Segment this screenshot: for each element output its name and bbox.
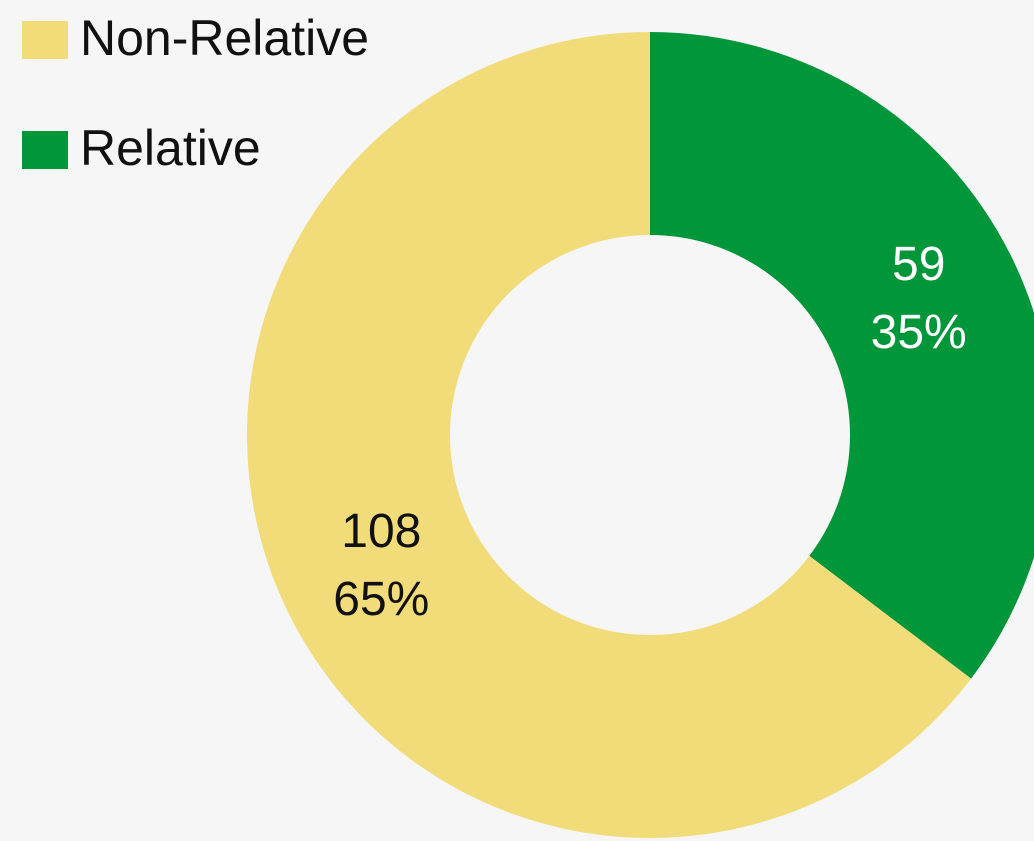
percent-label: 65%	[333, 573, 429, 626]
donut-segment	[246, 32, 972, 838]
value-label: 108	[341, 505, 421, 558]
percent-label: 35%	[871, 306, 967, 359]
legend-swatch	[22, 21, 68, 59]
legend-swatch	[22, 131, 68, 169]
value-label: 59	[892, 238, 945, 291]
legend-label: Relative	[80, 120, 261, 176]
donut-segment	[650, 32, 1034, 679]
legend-label: Non-Relative	[80, 10, 369, 66]
